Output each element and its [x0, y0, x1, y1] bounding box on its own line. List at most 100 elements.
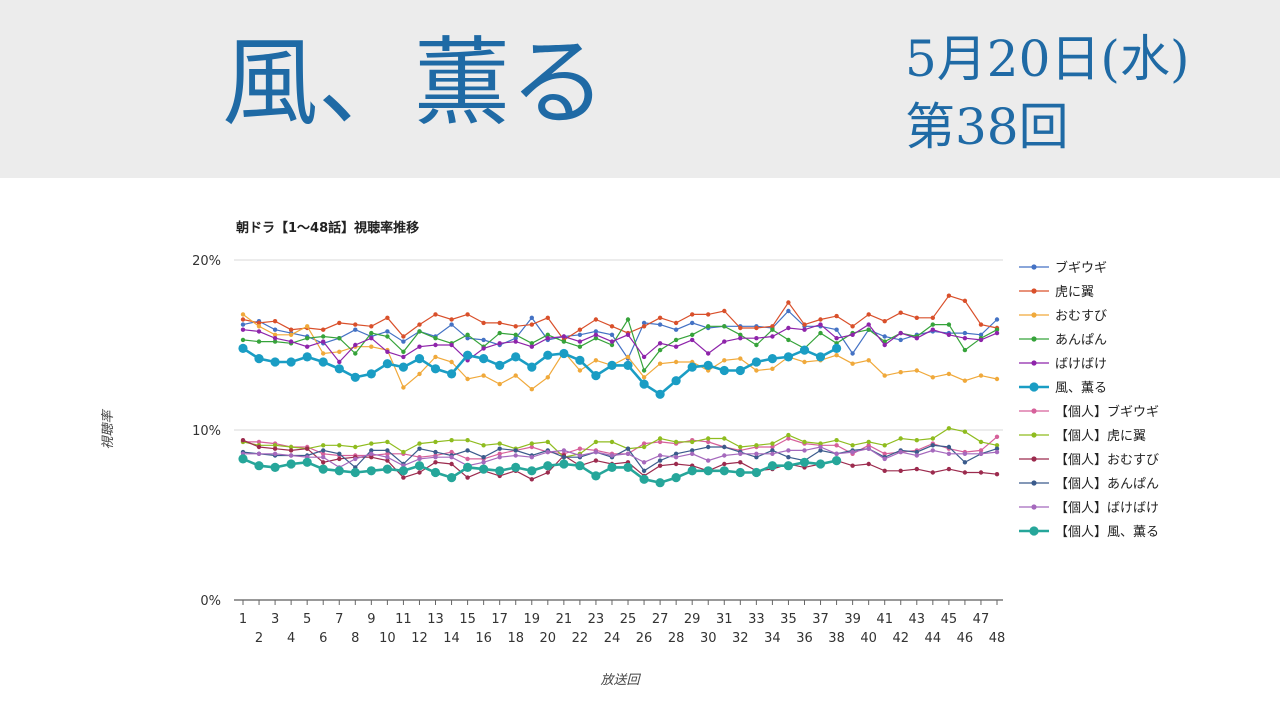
data-point [513, 324, 518, 329]
data-point [754, 451, 759, 456]
data-point [353, 444, 358, 450]
data-point [369, 441, 374, 446]
data-point [481, 443, 486, 448]
data-point [690, 332, 695, 337]
data-point [353, 322, 358, 327]
data-point [898, 436, 903, 441]
data-point [738, 451, 743, 456]
legend-item: おむすび [1019, 309, 1107, 324]
data-point [270, 462, 280, 472]
data-point [401, 349, 406, 354]
data-point [850, 449, 855, 455]
data-point [382, 464, 392, 474]
data-point [818, 330, 823, 336]
x-tick-label: 32 [732, 631, 749, 646]
data-point [433, 336, 438, 341]
data-point [369, 324, 374, 329]
data-point [641, 468, 647, 473]
data-point [575, 355, 585, 365]
data-point [593, 332, 599, 337]
data-point [866, 327, 871, 332]
data-point [288, 444, 294, 450]
data-point [433, 460, 438, 465]
data-point [401, 334, 406, 339]
broadcast-date: 5月20日(水) [905, 30, 1190, 88]
data-point [625, 317, 631, 322]
data-point [302, 352, 312, 362]
data-point [639, 379, 649, 389]
data-point [433, 455, 438, 460]
x-axis-label: 放送回 [600, 673, 641, 688]
data-point [641, 354, 647, 360]
data-point [994, 443, 1000, 448]
legend-label: 虎に翼 [1055, 285, 1094, 300]
data-point [783, 352, 794, 362]
legend-label: 風、薫る [1055, 381, 1107, 396]
data-point [433, 342, 438, 348]
data-point [706, 444, 711, 450]
data-point [401, 385, 406, 390]
data-point [786, 448, 791, 453]
data-point [914, 336, 919, 341]
data-point [609, 439, 615, 445]
data-point [545, 336, 550, 341]
data-point [914, 449, 919, 455]
legend-swatch-marker [1031, 456, 1037, 462]
data-point [767, 461, 778, 471]
data-point [850, 332, 855, 337]
data-point [946, 451, 952, 456]
data-point [481, 346, 486, 351]
data-point [834, 313, 839, 319]
data-point [577, 368, 583, 373]
data-point [962, 429, 968, 434]
data-point [898, 337, 903, 343]
data-point [529, 477, 534, 482]
data-point [754, 368, 759, 373]
data-point [786, 308, 791, 314]
data-point [529, 387, 534, 392]
data-point [706, 324, 711, 329]
data-point [882, 468, 887, 473]
data-point [962, 470, 968, 475]
data-point [272, 339, 278, 344]
data-point [609, 342, 615, 348]
data-point [497, 330, 502, 336]
data-point [286, 459, 296, 469]
data-point [609, 332, 615, 337]
data-point [369, 344, 374, 349]
series-line [243, 436, 998, 460]
legend-label: 【個人】ばけばけ [1055, 501, 1159, 516]
data-point [754, 455, 759, 460]
data-point [495, 360, 505, 370]
data-point [256, 451, 262, 456]
data-point [751, 467, 762, 478]
data-point [930, 327, 935, 332]
data-point [850, 443, 855, 448]
data-point [240, 327, 246, 332]
data-point [430, 364, 441, 374]
data-point [738, 356, 743, 361]
data-point [497, 441, 502, 446]
data-point [930, 375, 935, 380]
legend-item: 【個人】あんぱん [1019, 477, 1159, 492]
series-line [242, 347, 838, 396]
data-point [350, 467, 360, 478]
x-tick-label: 6 [319, 631, 327, 646]
data-point [657, 322, 663, 327]
header-banner: 風、薫る 5月20日(水) 第38回 [0, 0, 1280, 178]
data-point [334, 364, 344, 374]
data-point [625, 332, 631, 337]
data-point [481, 373, 486, 378]
data-point [882, 451, 887, 456]
data-point [449, 449, 454, 455]
data-point [623, 360, 633, 370]
data-point [545, 375, 550, 380]
data-point [545, 449, 550, 455]
data-point [786, 455, 791, 460]
legend-swatch-marker [1031, 312, 1037, 318]
x-tick-label: 38 [828, 631, 845, 646]
legend-swatch-marker [1031, 288, 1037, 294]
data-point [994, 317, 1000, 322]
data-point [706, 458, 711, 463]
data-point [577, 327, 583, 332]
